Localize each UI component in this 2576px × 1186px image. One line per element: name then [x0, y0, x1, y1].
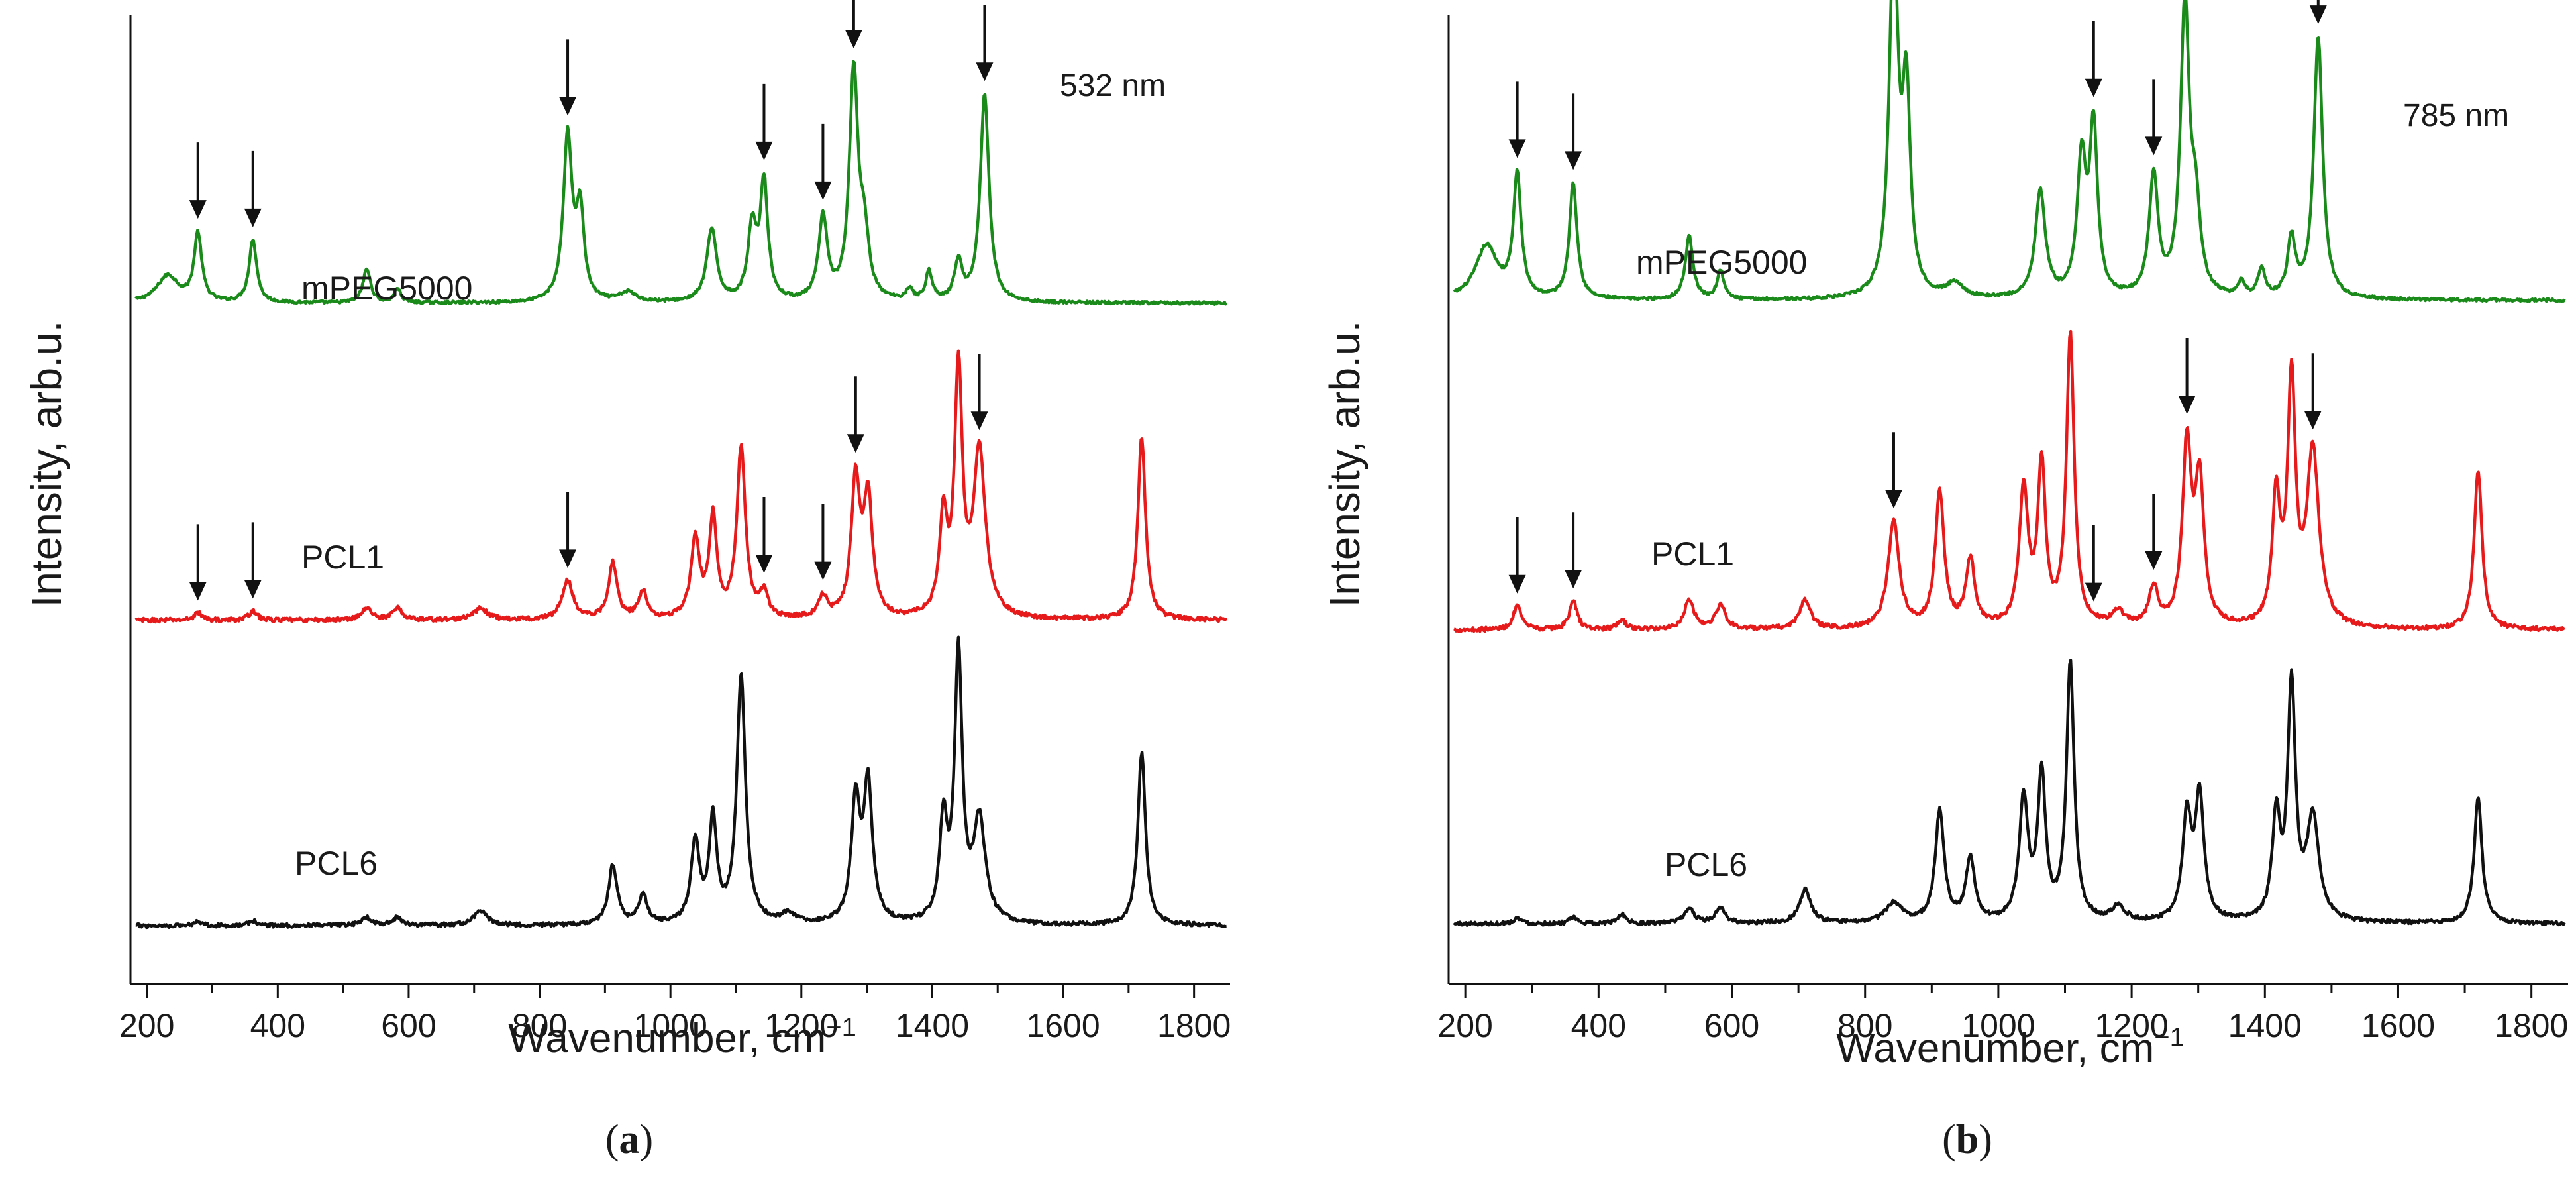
- peak-arrow: [1565, 93, 1582, 170]
- arrow-head: [559, 549, 577, 568]
- arrow-head: [755, 554, 773, 573]
- peak-arrow: [244, 522, 262, 599]
- peak-arrow: [559, 39, 577, 116]
- peak-arrow: [189, 142, 207, 219]
- series-label: PCL1: [1651, 535, 1734, 572]
- x-tick-label: 1600: [1026, 1007, 1100, 1044]
- arrow-head: [189, 200, 207, 219]
- peak-arrow: [1508, 81, 1526, 158]
- x-tick-label: 1000: [1961, 1007, 2035, 1044]
- x-tick-label: 1200: [2094, 1007, 2168, 1044]
- arrow-head: [2085, 78, 2102, 97]
- peak-arrow: [814, 504, 832, 580]
- x-tick-label: 1200: [764, 1007, 838, 1044]
- panel-label: (b): [1942, 1117, 1992, 1162]
- arrow-head: [2304, 411, 2322, 430]
- peak-arrow: [189, 524, 207, 601]
- peak-arrow: [847, 376, 864, 453]
- series-label: mPEG5000: [301, 270, 472, 307]
- peak-arrow: [2085, 21, 2102, 97]
- peak-arrow: [1565, 512, 1582, 589]
- plot-area: 200 400 600 800 1000 1200 1400 1600 1800 mPEG5000…: [1437, 0, 2568, 1044]
- peak-arrow: [559, 492, 577, 568]
- series-label: mPEG5000: [1636, 244, 1807, 281]
- peak-arrow: [2145, 493, 2163, 570]
- x-tick-label: 200: [119, 1007, 174, 1044]
- arrow-head: [976, 62, 994, 81]
- x-tick-label: 200: [1437, 1007, 1492, 1044]
- peak-arrow: [2309, 0, 2327, 25]
- series-line-mpeg5000: [134, 60, 1228, 306]
- peak-arrow: [755, 83, 773, 160]
- y-axis-label: Intensity, arb.u.: [1321, 321, 1368, 608]
- arrow-head: [2309, 5, 2327, 25]
- peak-arrow: [1508, 517, 1526, 594]
- arrow-head: [2085, 582, 2102, 602]
- laser-wavelength-annotation: 785 nm: [2403, 98, 2509, 133]
- x-tick-label: 1000: [634, 1007, 707, 1044]
- arrow-head: [244, 580, 262, 599]
- arrow-head: [847, 434, 864, 453]
- series-line-pcl1: [1453, 329, 2565, 633]
- arrow-head: [2145, 551, 2163, 570]
- arrow-head: [814, 181, 832, 200]
- peak-arrow: [2145, 79, 2163, 156]
- arrow-head: [845, 30, 862, 49]
- y-axis-label: Intensity, arb.u.: [23, 321, 70, 608]
- x-tick-label: 600: [381, 1007, 436, 1044]
- peak-arrow: [2304, 353, 2322, 430]
- peak-arrow: [244, 150, 262, 227]
- series-line-mpeg5000: [1453, 0, 2566, 303]
- panel-b: Intensity, arb.u. 785 nm 200 400 600 800 100…: [1321, 0, 2568, 1162]
- peak-arrow: [970, 354, 988, 431]
- x-tick-label: 600: [1704, 1007, 1759, 1044]
- peak-arrow: [845, 0, 862, 49]
- arrow-head: [1508, 139, 1526, 158]
- arrow-head: [2145, 136, 2163, 156]
- x-tick-label: 400: [250, 1007, 305, 1044]
- peak-arrow: [2085, 525, 2102, 602]
- series-label: PCL1: [301, 539, 384, 576]
- series-label: PCL6: [1665, 846, 1747, 883]
- arrow-head: [189, 582, 207, 601]
- peak-arrow: [1884, 432, 1902, 509]
- arrow-head: [559, 97, 577, 116]
- arrow-head: [970, 411, 988, 431]
- arrow-head: [1884, 490, 1902, 509]
- laser-wavelength-annotation: 532 nm: [1060, 68, 1166, 103]
- series-line-pcl6: [1453, 659, 2566, 927]
- x-tick-label: 1400: [896, 1007, 969, 1044]
- x-tick-label: 800: [1837, 1007, 1892, 1044]
- panel-label: (a): [605, 1117, 653, 1162]
- series-label: PCL6: [295, 845, 378, 882]
- arrow-head: [814, 561, 832, 580]
- series-line-pcl6: [135, 635, 1227, 930]
- arrow-head: [1565, 570, 1582, 589]
- peak-arrow: [976, 5, 994, 81]
- arrow-head: [755, 141, 773, 160]
- panel-a: Intensity, arb.u. 532 nm 200 400 600 800 100…: [23, 0, 1231, 1162]
- x-tick-label: 400: [1571, 1007, 1626, 1044]
- arrow-head: [2178, 395, 2196, 414]
- x-axis-label: Wavenumber, cm−1: [1836, 1023, 2185, 1071]
- x-tick-label: 1400: [2228, 1007, 2302, 1044]
- x-tick-label: 1800: [2495, 1007, 2568, 1044]
- peak-arrow: [814, 123, 832, 200]
- x-tick-label: 800: [512, 1007, 567, 1044]
- x-tick-label: 1600: [2361, 1007, 2435, 1044]
- arrow-head: [1565, 151, 1582, 170]
- series-line-pcl1: [134, 349, 1228, 624]
- peak-arrow: [2178, 337, 2196, 414]
- arrow-head: [1508, 574, 1526, 594]
- x-tick-label: 1800: [1157, 1007, 1231, 1044]
- peak-arrow: [755, 496, 773, 573]
- arrow-head: [244, 208, 262, 227]
- plot-area: 200 400 600 800 1000 1200 1400 1600 1800 mPEG5000…: [119, 0, 1231, 1044]
- x-axis-label: Wavenumber, cm−1: [508, 1013, 856, 1061]
